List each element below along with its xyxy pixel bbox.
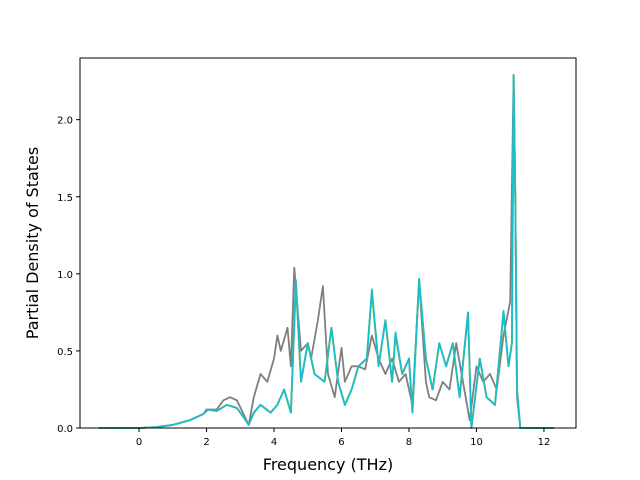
x-tick-label: 2 [203, 437, 209, 448]
series-layer [98, 74, 555, 429]
y-tick-label: 0.0 [57, 424, 73, 435]
y-tick-label: 0.5 [57, 347, 73, 358]
x-tick-label: 12 [538, 437, 551, 448]
x-axis-ticks: 0 2 4 6 8 10 12 [136, 428, 550, 448]
plot-frame [79, 57, 577, 429]
x-tick-label: 6 [338, 437, 344, 448]
series-line-2 [98, 74, 555, 429]
y-tick-label: 1.5 [57, 193, 73, 204]
x-tick-label: 10 [470, 437, 483, 448]
x-tick-label: 8 [406, 437, 412, 448]
y-tick-label: 1.0 [57, 270, 73, 281]
x-tick-label: 4 [271, 437, 277, 448]
x-tick-label: 0 [136, 437, 142, 448]
y-axis-label: Partial Density of States [23, 147, 42, 339]
x-axis-label: Frequency (THz) [263, 455, 393, 474]
y-tick-label: 2.0 [57, 116, 73, 127]
y-axis-ticks: 0.0 0.5 1.0 1.5 2.0 [57, 116, 80, 435]
series-line-4 [98, 74, 555, 429]
